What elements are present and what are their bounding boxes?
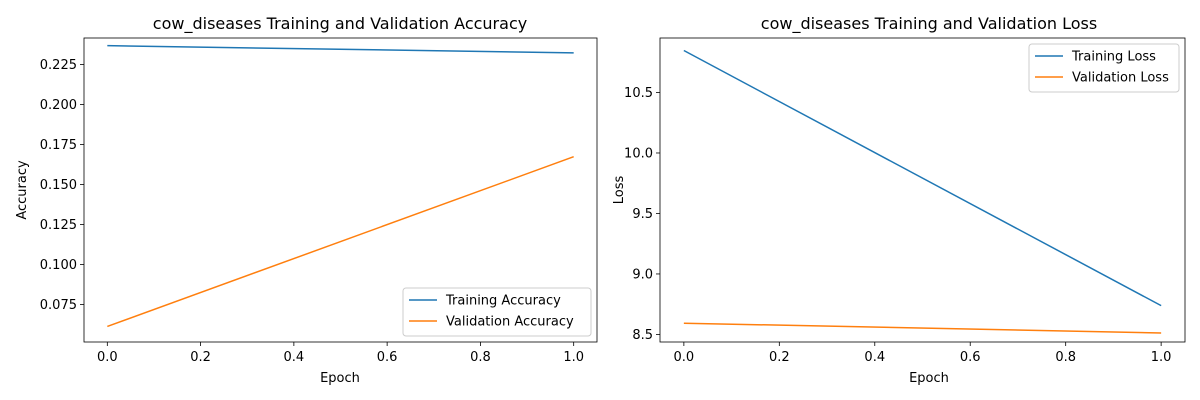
accuracy-x-axis-label: Epoch: [320, 371, 360, 386]
loss-y-tick-label: 8.5: [632, 328, 653, 343]
loss-y-tick-label: 10.5: [624, 86, 653, 101]
loss-y-tick-label: 10.0: [624, 146, 653, 161]
loss-legend-label: Validation Loss: [1072, 71, 1169, 86]
accuracy-y-tick-label: 0.175: [40, 138, 77, 153]
loss-chart: cow_diseases Training and Validation Los…: [612, 14, 1186, 386]
loss-x-tick-label: 0.2: [769, 350, 790, 365]
loss-legend-box: [1028, 43, 1180, 93]
loss-chart-title: cow_diseases Training and Validation Los…: [761, 14, 1097, 34]
accuracy-chart: cow_diseases Training and Validation Acc…: [15, 14, 598, 386]
accuracy-x-tick-label: 0.8: [470, 350, 491, 365]
accuracy-y-tick-label: 0.075: [40, 298, 77, 313]
accuracy-legend-label: Validation Accuracy: [446, 315, 574, 330]
loss-series-line-0: [683, 49, 1162, 307]
loss-x-tick-label: 0.6: [960, 350, 981, 365]
loss-legend: Training Loss Validation Loss: [1028, 43, 1180, 93]
accuracy-legend-label: Training Accuracy: [445, 294, 561, 309]
accuracy-y-tick-label: 0.125: [40, 218, 77, 233]
loss-legend-label: Training Loss: [1071, 50, 1156, 65]
loss-x-tick-label: 0.0: [674, 350, 695, 365]
accuracy-plot-area: 0.0 0.2 0.4 0.6 0.8 1.0 0.075 0.100 0.125 0.150 0.…: [40, 37, 598, 365]
loss-y-tick-label: 9.0: [632, 267, 653, 282]
accuracy-x-tick-label: 0.4: [284, 350, 305, 365]
loss-series-line-1: [683, 322, 1162, 334]
loss-y-axis-label: Loss: [612, 176, 627, 205]
accuracy-series-line-0: [107, 44, 574, 54]
loss-plot-area: 0.0 0.2 0.4 0.6 0.8 1.0 8.5 9.0 9.5 10.0 10.5 Train…: [624, 37, 1186, 365]
loss-x-tick-label: 0.8: [1055, 350, 1076, 365]
accuracy-y-tick-label: 0.200: [40, 98, 77, 113]
loss-x-tick-label: 0.4: [864, 350, 885, 365]
loss-x-axis-label: Epoch: [909, 371, 949, 386]
accuracy-x-tick-label: 1.0: [563, 350, 584, 365]
accuracy-legend-box: [402, 287, 592, 337]
accuracy-y-tick-label: 0.150: [40, 178, 77, 193]
loss-x-tick-label: 1.0: [1151, 350, 1172, 365]
accuracy-chart-title: cow_diseases Training and Validation Acc…: [153, 14, 527, 34]
accuracy-x-tick-label: 0.6: [377, 350, 398, 365]
loss-y-tick-label: 9.5: [632, 207, 653, 222]
accuracy-axes-frame: [83, 37, 598, 343]
accuracy-x-tick-label: 0.2: [190, 350, 211, 365]
accuracy-y-axis-label: Accuracy: [15, 160, 30, 220]
accuracy-y-tick-label: 0.100: [40, 258, 77, 273]
accuracy-y-tick-label: 0.225: [40, 58, 77, 73]
accuracy-legend: Training Accuracy Validation Accuracy: [402, 287, 592, 337]
accuracy-series-line-1: [107, 156, 574, 328]
loss-axes-frame: [659, 37, 1186, 343]
accuracy-x-tick-label: 0.0: [97, 350, 118, 365]
